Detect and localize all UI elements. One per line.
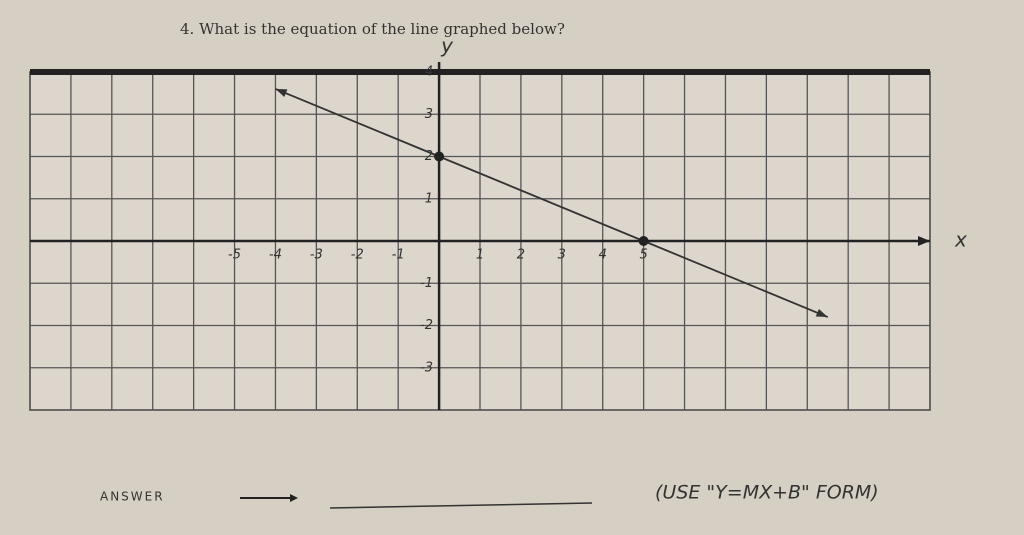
x-tick-label: -2 <box>351 248 364 263</box>
x-tick-label: -4 <box>269 248 282 263</box>
x-tick-label: 3 <box>558 248 566 263</box>
y-tick-label: -1 <box>420 276 433 291</box>
y-tick-label: -2 <box>420 318 433 333</box>
x-tick-label: -3 <box>310 248 323 263</box>
answer-arrowhead <box>290 494 298 502</box>
answer-label: ANSWER <box>100 490 165 504</box>
x-tick-label: 1 <box>476 248 484 263</box>
x-tick-label: 4 <box>599 248 607 263</box>
y-tick-label: 3 <box>425 107 433 122</box>
graphed-line <box>275 88 829 318</box>
x-tick-label: 2 <box>517 248 525 263</box>
plotted-point <box>638 236 649 246</box>
x-tick-label: -1 <box>392 248 405 263</box>
x-tick-label: -5 <box>228 248 241 263</box>
y-tick-label: 2 <box>425 149 433 164</box>
x-axis-label: x <box>954 228 967 252</box>
graph: x y -5 -4 -3 -2 -1 1 2 3 4 5 -3 -2 -1 1 2 3 4 <box>29 34 967 411</box>
plotted-point <box>434 151 445 162</box>
question: 4. What is the equation of the line grap… <box>180 20 565 38</box>
y-tick-label: 4 <box>425 65 433 80</box>
y-axis-label: y <box>440 34 454 58</box>
line-arrowhead <box>815 308 828 318</box>
y-tick-label: -3 <box>420 360 433 375</box>
x-axis-arrow <box>918 236 930 246</box>
answer-line <box>329 502 593 509</box>
x-tick-label: 5 <box>639 248 647 263</box>
y-tick-label: 1 <box>425 191 433 206</box>
line-arrowhead <box>275 88 288 98</box>
form-hint: (USE "Y=MX+B" FORM) <box>655 482 879 504</box>
